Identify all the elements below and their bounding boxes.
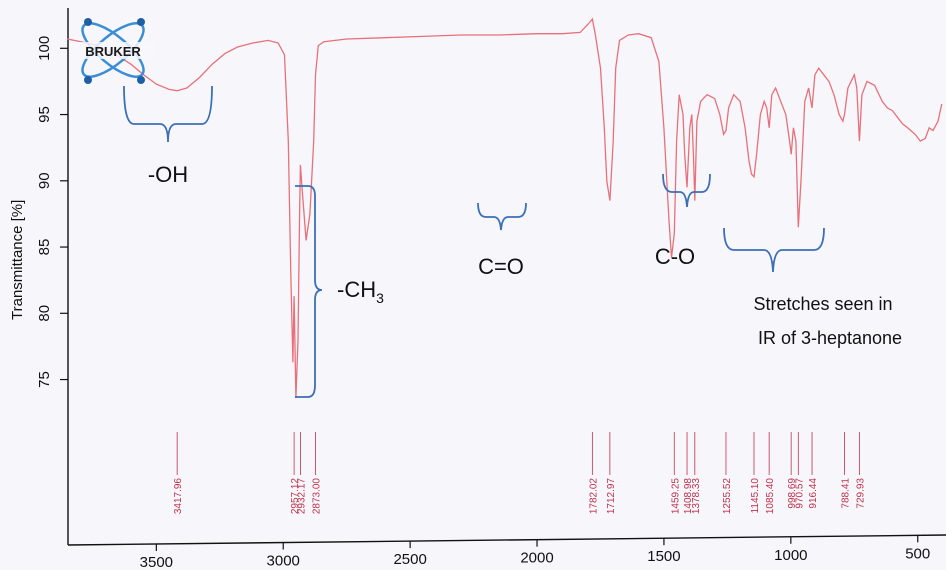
peak-label: 998.69 [787, 478, 798, 509]
x-tick-label: 2500 [393, 551, 426, 568]
peak-label: 788.41 [841, 478, 852, 509]
peak-label: 2873.00 [311, 478, 322, 515]
x-tick-label: 1500 [647, 548, 680, 565]
peak-label: 1145.10 [750, 478, 761, 514]
y-tick-label: 90 [36, 172, 53, 189]
annotation-brackets [123, 85, 825, 398]
peak-label: 1085.40 [765, 478, 776, 515]
co-double-bracket [477, 202, 527, 231]
spectrum-line [67, 17, 943, 399]
x-tick-label: 3000 [267, 553, 300, 570]
stretches-label-line1: Stretches seen in [753, 294, 892, 314]
bruker-logo: BRUKER [70, 18, 156, 84]
y-tick-label: 100 [36, 36, 53, 61]
x-axis-ticks: 3500 3000 2500 2000 1500 1000 500 [140, 535, 930, 570]
peak-label: 1255.52 [722, 478, 733, 515]
c-o-bracket [662, 173, 711, 208]
peak-label: 1378.33 [691, 478, 702, 515]
ch3-label-main: -CH [337, 277, 376, 302]
x-tick-label: 2000 [520, 550, 553, 567]
c-double-o-label: C=O [478, 254, 524, 279]
x-axis-line [67, 534, 946, 546]
peak-label: 3417.96 [173, 478, 184, 515]
peak-label: 1459.25 [670, 478, 681, 515]
peak-label: 729.93 [855, 478, 866, 509]
x-tick-label: 1000 [774, 547, 807, 564]
logo-text: BRUKER [85, 44, 141, 59]
y-tick-label: 80 [36, 305, 53, 322]
y-tick-label: 85 [36, 239, 53, 256]
x-tick-label: 3500 [140, 554, 173, 570]
oh-bracket [123, 85, 213, 143]
peak-label: 1712.97 [606, 478, 617, 515]
x-tick-label: 500 [905, 545, 930, 562]
stretches-label-line2: IR of 3-heptanone [758, 328, 902, 348]
ch3-label-subscript: 3 [376, 290, 384, 306]
y-axis-label: Transmittance [%] [9, 200, 26, 320]
stretches-bracket [723, 227, 825, 273]
peak-label: 2957.12 [290, 478, 301, 515]
peak-label: 1782.02 [588, 478, 599, 515]
peak-label: 916.44 [808, 478, 819, 509]
peak-label: 2932.17 [296, 478, 307, 515]
y-tick-label: 95 [36, 106, 53, 123]
peak-label: 970.57 [794, 478, 805, 509]
y-tick-label: 75 [36, 371, 53, 388]
peak-label: 1408.98 [683, 478, 694, 515]
ch3-label: -CH3 [337, 277, 384, 306]
oh-label: -OH [148, 162, 188, 187]
c-o-label: C-O [655, 244, 695, 269]
y-axis-ticks: 100 95 90 85 80 75 [36, 36, 68, 388]
ch3-bracket [295, 185, 323, 398]
